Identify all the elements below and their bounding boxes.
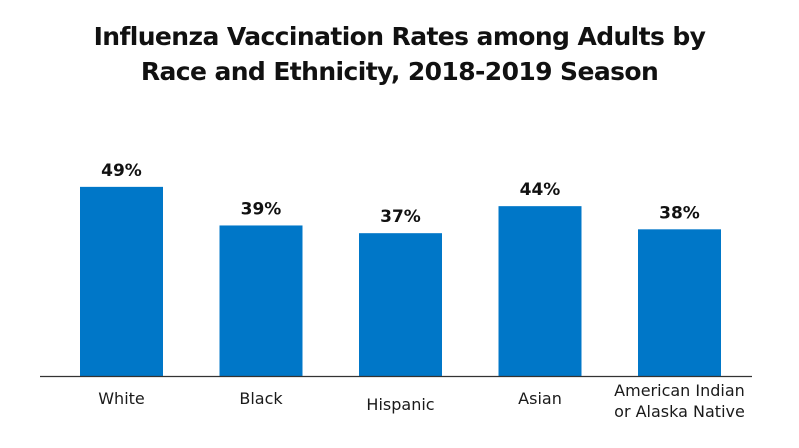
bar xyxy=(638,229,721,376)
bar xyxy=(219,225,303,376)
category-label: American Indian xyxy=(614,381,745,400)
bar xyxy=(359,233,442,376)
value-label: 38% xyxy=(659,203,700,223)
value-label: 37% xyxy=(380,207,421,227)
category-label: Black xyxy=(239,389,283,408)
value-label: 39% xyxy=(241,199,282,219)
category-label: Hispanic xyxy=(366,395,434,414)
chart-title-line-1: Influenza Vaccination Rates among Adults… xyxy=(93,22,706,51)
value-label: 44% xyxy=(520,180,561,200)
bar xyxy=(498,206,582,376)
category-label: Asian xyxy=(518,389,562,408)
chart-title: Influenza Vaccination Rates among Adults… xyxy=(0,19,799,89)
category-label: or Alaska Native xyxy=(614,402,745,421)
category-label: White xyxy=(98,389,145,408)
chart-title-line-2: Race and Ethnicity, 2018-2019 Season xyxy=(140,57,659,86)
value-label: 49% xyxy=(101,161,142,181)
bar xyxy=(80,186,163,376)
